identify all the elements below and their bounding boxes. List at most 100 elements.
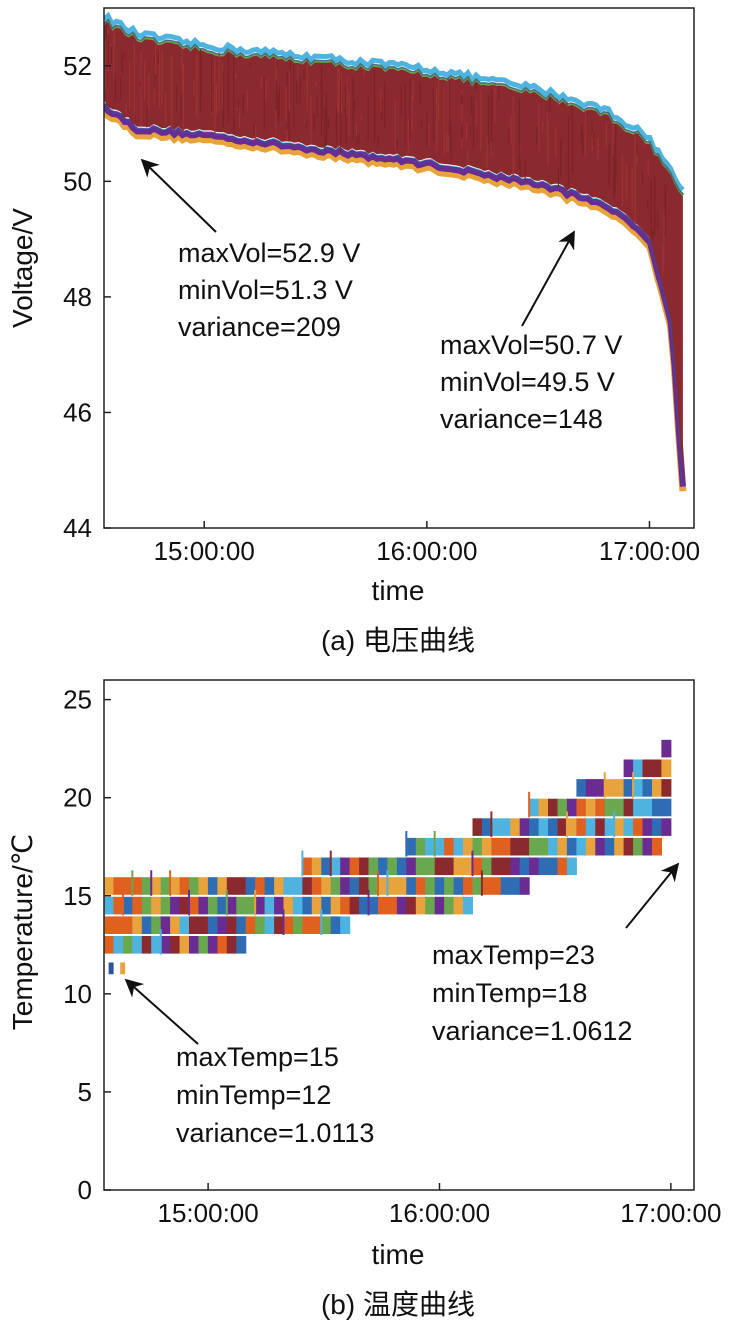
temperature-series-segment — [359, 877, 370, 895]
temperature-series-segment — [614, 779, 625, 797]
temperature-series-segment — [198, 896, 209, 915]
temperature-series-segment — [302, 877, 313, 895]
temperature-series-segment — [623, 818, 634, 836]
temperature-series-segment — [453, 877, 464, 895]
voltage-y-axis-label: Voltage/V — [7, 208, 38, 328]
temperature-series-segment — [359, 857, 370, 876]
temperature-series-segment — [255, 916, 266, 934]
temperature-series-segment — [236, 936, 247, 954]
voltage-end-variance: variance=148 — [440, 404, 603, 434]
temperature-series-segment — [642, 818, 653, 836]
temperature-series-segment — [463, 877, 473, 895]
voltage-plot-frame — [103, 7, 695, 529]
voltage-x-tick-label: 17:00:00 — [599, 536, 700, 566]
temperature-x-tick-label: 16:00:00 — [389, 1198, 490, 1228]
voltage-y-tick-label: 46 — [63, 397, 92, 427]
temperature-series-segment — [217, 877, 228, 895]
temperature-y-axis-label: Temperature/℃ — [7, 834, 38, 1030]
voltage-series-line-orange — [104, 107, 687, 492]
temperature-series-segment — [472, 818, 483, 836]
temperature-series-segment — [652, 837, 662, 856]
temperature-series-segment — [463, 896, 473, 915]
temperature-series-segment — [245, 896, 256, 915]
temperature-series-segment — [415, 857, 426, 876]
temperature-series-segment — [661, 759, 672, 778]
temperature-series-segment — [425, 896, 436, 915]
temperature-series-segment — [425, 857, 436, 876]
temperature-series-segment — [604, 779, 615, 797]
temperature-series-segment — [661, 739, 672, 758]
temperature-series-segment — [179, 916, 190, 934]
temperature-series-segment — [293, 896, 303, 915]
temperature-x-tick-label: 15:00:00 — [158, 1198, 259, 1228]
voltage-y-tick-label: 52 — [63, 51, 92, 81]
temperature-series-segment — [652, 798, 662, 817]
temperature-series-segment — [491, 837, 502, 856]
temperature-series-segment — [104, 936, 114, 954]
temperature-series-segment — [566, 837, 577, 856]
temperature-series-segment — [207, 936, 218, 954]
temperature-series-segment — [548, 837, 558, 856]
temperature-series-segment — [321, 877, 332, 895]
temperature-series-segment — [198, 936, 209, 954]
temperature-series-segment — [387, 857, 398, 876]
temperature-series-segment — [548, 798, 558, 817]
temperature-series-segment — [604, 818, 615, 836]
voltage-series-max-envelope — [104, 18, 684, 195]
temperature-series-segment — [595, 818, 606, 836]
temperature-series-segment — [529, 857, 540, 876]
temperature-y-tick-label: 15 — [63, 881, 92, 911]
voltage-y-axis: 44 46 48 50 52 — [63, 51, 111, 543]
voltage-series-line-lightblue-high — [104, 11, 685, 192]
temperature-series-segment — [585, 837, 596, 856]
temperature-series-segment — [349, 877, 360, 895]
temperature-series-segment — [406, 877, 417, 895]
temperature-series-segment — [189, 916, 199, 934]
temperature-series-segment — [415, 896, 426, 915]
temperature-series-segment — [264, 896, 275, 915]
voltage-y-tick-label: 44 — [63, 513, 92, 543]
temperature-series-segment — [207, 916, 218, 934]
temperature-series-segment — [538, 857, 549, 876]
temperature-series-segment — [538, 798, 549, 817]
temperature-series-segment — [141, 877, 152, 895]
temperature-series-segment — [481, 857, 492, 876]
temperature-series-segment — [472, 837, 483, 856]
temperature-series-segment — [170, 877, 181, 895]
temperature-series-segment — [453, 857, 464, 876]
voltage-x-axis-label: time — [372, 575, 425, 606]
temperature-series-segment — [491, 818, 502, 836]
temperature-series-segment — [510, 857, 521, 876]
temperature-series-segment — [151, 936, 162, 954]
temperature-series-segment — [444, 896, 455, 915]
temperature-series-segment — [104, 896, 114, 915]
voltage-start-variance: variance=209 — [178, 312, 341, 342]
temperature-series-segment — [226, 896, 237, 915]
temperature-series-segment — [576, 837, 587, 856]
temperature-series-segment — [642, 837, 653, 856]
temperature-series-segment — [453, 837, 464, 856]
temperature-series-segment — [491, 877, 502, 895]
temperature-series-segment — [330, 857, 341, 876]
temperature-series-segment — [198, 877, 209, 895]
temperature-series-segment — [359, 896, 370, 915]
temperature-series-segment — [311, 857, 322, 876]
temperature-series-segment — [652, 818, 662, 836]
temperature-series-segment — [623, 759, 634, 778]
temperature-series-segment — [264, 877, 275, 895]
temperature-series-segment — [104, 877, 114, 895]
temperature-series-segment — [406, 837, 417, 856]
temperature-y-axis: 0 5 10 15 20 25 — [63, 685, 111, 1205]
temperature-series-segment — [255, 896, 266, 915]
temperature-series-segment — [519, 818, 530, 836]
temperature-series-segment — [661, 798, 672, 817]
temperature-series-segment — [566, 798, 577, 817]
voltage-plot-area — [104, 11, 687, 492]
temperature-series-segment — [207, 896, 218, 915]
temperature-series-segment — [132, 896, 143, 915]
temperature-series-segment — [274, 896, 285, 915]
temperature-series-segment — [481, 837, 492, 856]
temperature-series-segment — [340, 896, 351, 915]
temperature-series-segment — [557, 818, 568, 836]
temperature-series-segment — [113, 916, 124, 934]
